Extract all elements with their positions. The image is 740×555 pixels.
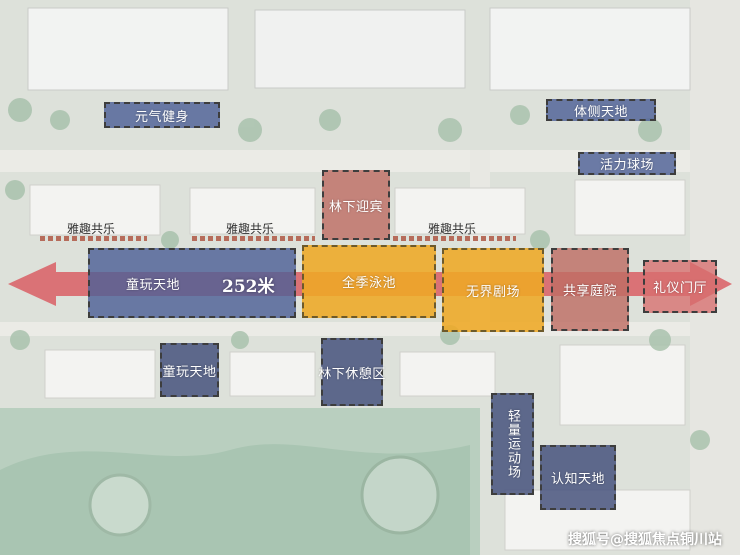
zone-tongwan-small[interactable]: 童玩天地 bbox=[160, 343, 219, 397]
zone-liyi-lobby[interactable]: 礼仪门厅 bbox=[643, 260, 717, 313]
zone-yuanqi-label: 元气健身 bbox=[134, 109, 189, 125]
zone-quanji-label: 全季泳池 bbox=[341, 276, 396, 291]
yaqu-label-2: 雅趣共乐 bbox=[226, 222, 275, 236]
zone-qingliang-sports[interactable]: 轻量运动场 bbox=[491, 393, 534, 495]
zone-qingliang-label: 轻量运动场 bbox=[505, 409, 520, 479]
zone-yuanqi-fitness[interactable]: 元气健身 bbox=[104, 102, 220, 128]
zone-renzhi[interactable]: 认知天地 bbox=[540, 445, 616, 510]
zone-liyi-label: 礼仪门厅 bbox=[652, 281, 707, 296]
axis-distance-label: 252米 bbox=[222, 277, 275, 297]
zone-gongxiang-courtyard[interactable]: 共享庭院 bbox=[551, 248, 629, 331]
yaqu-strip-2 bbox=[192, 236, 315, 241]
zone-tongwan-main-label: 童玩天地 bbox=[125, 277, 180, 293]
zone-huoli-court[interactable]: 活力球场 bbox=[578, 152, 676, 175]
zone-linxia-yingbin-label: 林下迎宾 bbox=[328, 199, 383, 215]
zone-renzhi-label: 认知天地 bbox=[550, 472, 605, 487]
zone-gongxiang-label: 共享庭院 bbox=[562, 284, 617, 299]
zone-linxia-yingbin[interactable]: 林下迎宾 bbox=[322, 170, 390, 240]
zone-tice-label: 体侧天地 bbox=[573, 104, 628, 120]
zone-wujie-theater[interactable]: 无界剧场 bbox=[442, 248, 544, 332]
yaqu-strip-3 bbox=[393, 236, 516, 241]
zone-wujie-label: 无界剧场 bbox=[465, 284, 520, 300]
yaqu-label-3: 雅趣共乐 bbox=[428, 222, 477, 236]
yaqu-strip-1 bbox=[40, 236, 147, 241]
zone-linxia-xiuxi[interactable]: 林下休憩区 bbox=[318, 338, 386, 406]
zone-tongwan-main[interactable]: 童玩天地 bbox=[88, 248, 296, 318]
zone-tice[interactable]: 体侧天地 bbox=[546, 99, 656, 121]
zone-quanji-pool[interactable]: 全季泳池 bbox=[302, 245, 436, 318]
zone-linxia-xiuxi-label: 林下休憩区 bbox=[318, 366, 386, 382]
zone-tongwan-small-label: 童玩天地 bbox=[162, 364, 217, 380]
yaqu-label-1: 雅趣共乐 bbox=[67, 222, 116, 236]
zone-huoli-label: 活力球场 bbox=[599, 158, 654, 173]
watermark: 搜狐号@搜狐焦点铜川站 bbox=[568, 532, 722, 548]
